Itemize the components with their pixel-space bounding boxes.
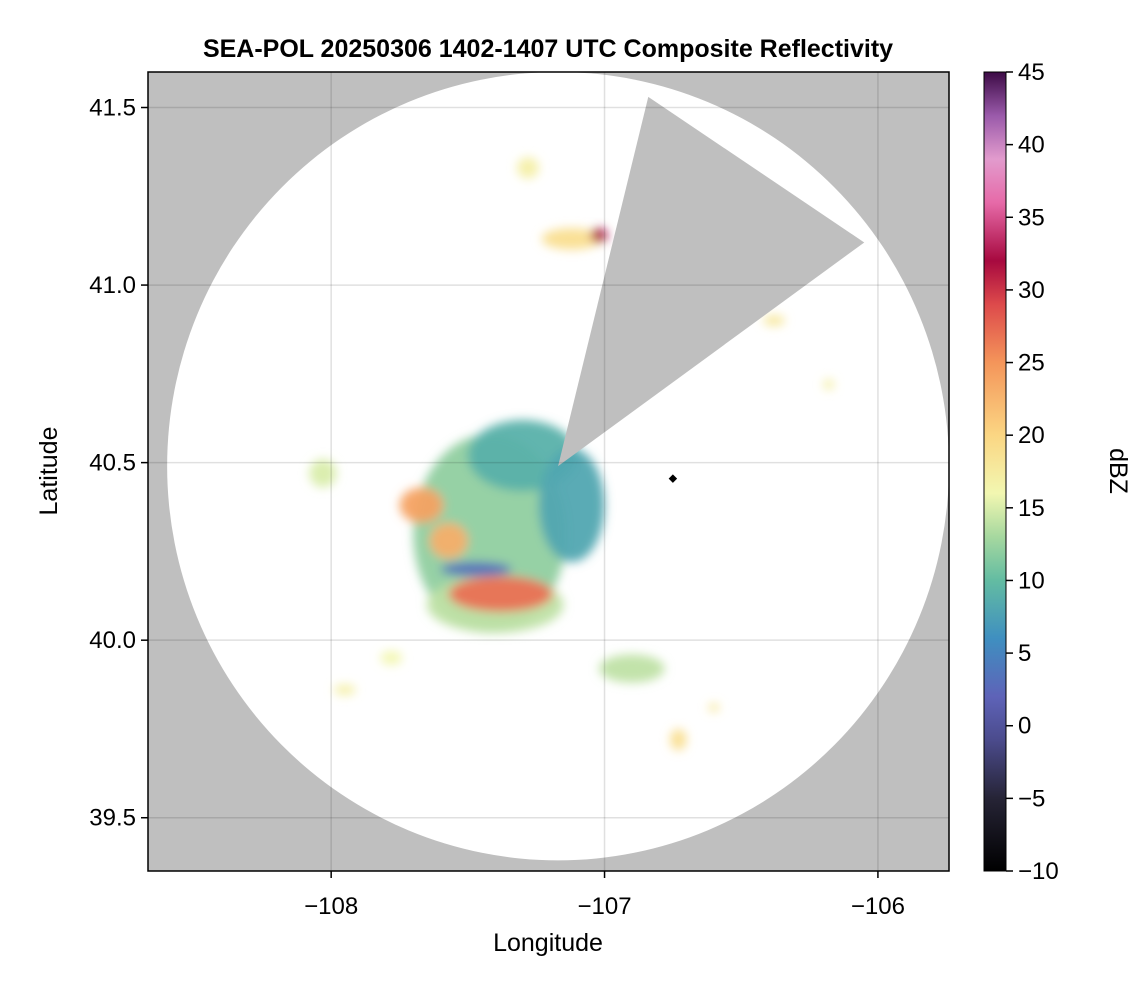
y-tick-label: 40.5 — [89, 450, 136, 477]
y-axis-label: Latitude — [35, 427, 63, 516]
echo-southwest-cell — [380, 650, 403, 666]
colorbar: −10 −5 0 5 10 15 20 25 30 35 40 45 — [983, 59, 1059, 885]
colorbar-tick-label: 0 — [1018, 713, 1031, 740]
plot-area — [147, 71, 950, 872]
colorbar-tick-label: 10 — [1018, 567, 1045, 594]
echo-east-cell — [763, 315, 785, 326]
core-west-lower — [429, 522, 468, 559]
echo-north-core — [590, 228, 608, 243]
colorbar-gradient — [983, 71, 1007, 872]
echo-west-cell — [309, 459, 337, 488]
colorbar-tick-label: 15 — [1018, 495, 1045, 522]
echo-north-band — [541, 228, 602, 250]
echo-far-east-cell — [823, 379, 835, 390]
radar-site-marker — [668, 474, 678, 483]
colorbar-tick-label: −10 — [1018, 858, 1059, 885]
y-tick-label: 41.5 — [89, 95, 136, 122]
echo-north-cell — [517, 157, 539, 179]
x-axis-ticks: −108 −107 −106 — [304, 871, 905, 920]
core-south — [448, 576, 553, 612]
plot-frame — [147, 71, 950, 872]
x-tick-label: −108 — [304, 893, 358, 920]
blocked-beam-sector — [558, 96, 865, 467]
y-tick-label: 40.0 — [89, 627, 136, 654]
echo-southeast-small — [708, 703, 720, 712]
core-west-upper — [399, 487, 444, 523]
colorbar-ticks: −10 −5 0 5 10 15 20 25 30 35 40 45 — [1006, 59, 1059, 885]
colorbar-tick-label: −5 — [1018, 785, 1045, 812]
colorbar-tick-label: 45 — [1018, 59, 1045, 86]
x-tick-label: −106 — [851, 893, 905, 920]
main-echo-lobe-east — [538, 448, 605, 563]
colorbar-tick-label: 20 — [1018, 422, 1045, 449]
x-tick-label: −107 — [578, 893, 632, 920]
colorbar-tick-label: 40 — [1018, 132, 1045, 159]
chart-title: SEA-POL 20250306 1402-1407 UTC Composite… — [203, 35, 893, 63]
reflectivity-echo-layer — [309, 157, 835, 751]
echo-southeast-band — [599, 654, 665, 683]
colorbar-tick-label: 5 — [1018, 640, 1031, 667]
x-axis-label: Longitude — [493, 929, 603, 957]
grid-lines — [148, 72, 949, 871]
y-tick-label: 39.5 — [89, 805, 136, 832]
colorbar-tick-label: 25 — [1018, 350, 1045, 377]
echo-far-southwest-cell — [333, 684, 356, 696]
low-band — [440, 562, 512, 577]
echo-southeast-cell — [670, 728, 687, 751]
colorbar-tick-label: 35 — [1018, 204, 1045, 231]
colorbar-label: dBZ — [1104, 448, 1132, 494]
y-axis-ticks: 39.5 40.0 40.5 41.0 41.5 — [89, 95, 148, 832]
y-tick-label: 41.0 — [89, 272, 136, 299]
colorbar-tick-label: 30 — [1018, 277, 1045, 304]
